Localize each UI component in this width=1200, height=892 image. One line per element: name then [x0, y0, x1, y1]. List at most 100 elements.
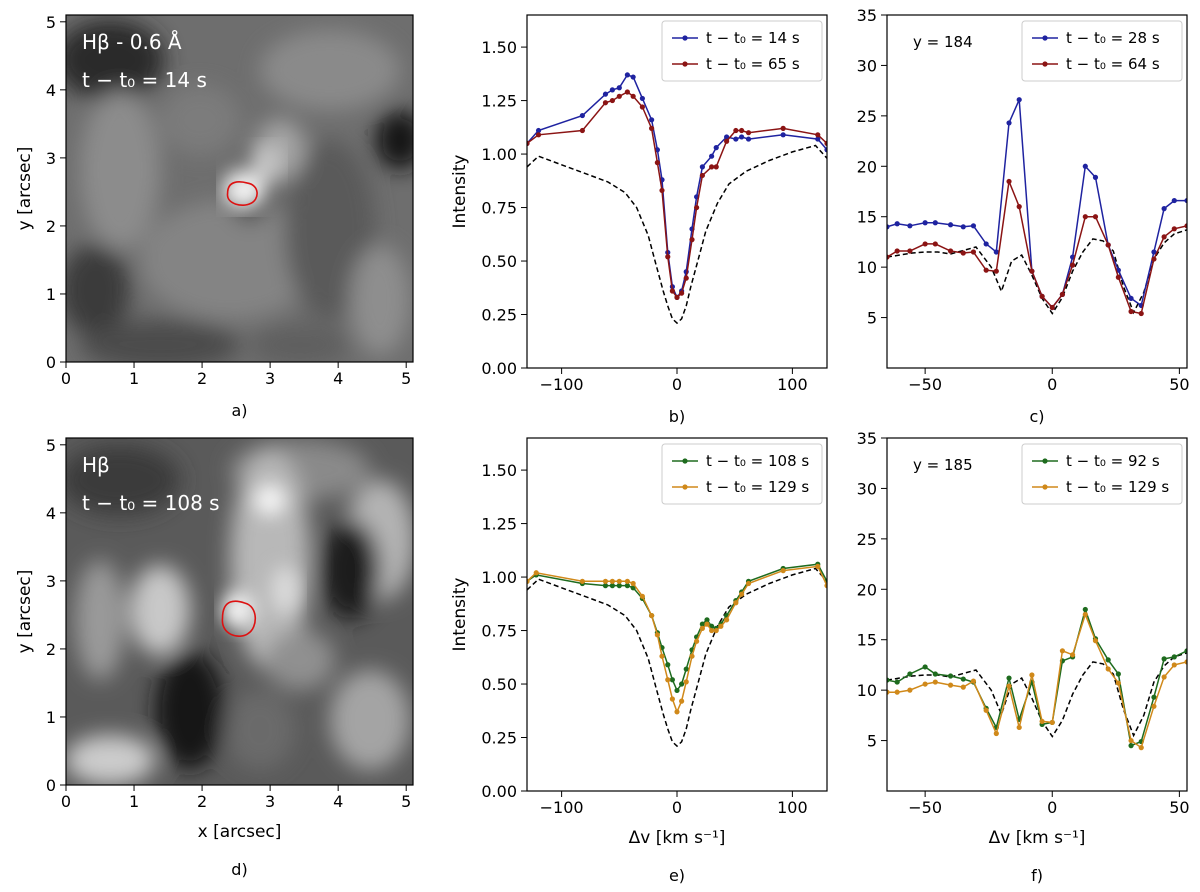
data-point — [665, 677, 671, 683]
axes-frame — [886, 14, 1188, 369]
data-point — [1115, 274, 1121, 280]
data-point — [609, 583, 615, 589]
data-point — [602, 100, 609, 106]
panel-e: t − t₀ = 108 s t − t₀ = 129 s −100 0 100 0.00… — [450, 437, 828, 885]
y-tick-label: 2 — [46, 640, 56, 659]
y-tick-label: 0 — [46, 353, 56, 372]
data-point — [922, 664, 928, 670]
data-point — [887, 254, 890, 260]
data-point — [1138, 310, 1144, 317]
data-point — [1151, 249, 1157, 255]
x-tick-label: −50 — [908, 375, 942, 394]
data-point — [1006, 178, 1012, 185]
y-tick-label: 35 — [857, 6, 877, 25]
data-point — [694, 638, 700, 644]
data-point — [616, 583, 622, 589]
data-point — [527, 140, 530, 146]
data-point — [689, 653, 695, 659]
row-annotation: y = 185 — [913, 456, 973, 474]
data-point — [970, 678, 977, 684]
data-point — [739, 127, 745, 134]
data-point — [639, 104, 645, 110]
data-point — [665, 662, 671, 668]
brightening-contour — [221, 600, 257, 637]
panel-f: t − t₀ = 92 s t − t₀ = 129 s y = 185 −50 0 50… — [857, 429, 1190, 885]
data-point — [1171, 197, 1177, 204]
data-point — [780, 125, 786, 131]
data-point — [1082, 606, 1088, 613]
data-point — [579, 127, 585, 134]
data-point — [993, 730, 999, 737]
data-point — [894, 221, 900, 227]
panel-c-plot-area — [887, 97, 1187, 317]
data-point — [733, 136, 739, 142]
data-point — [630, 74, 636, 80]
data-point — [709, 627, 715, 634]
legend-swatch-marker — [1042, 458, 1048, 464]
data-point — [1006, 120, 1012, 126]
data-point — [1138, 745, 1144, 751]
data-point — [815, 136, 821, 142]
y-tick-label: 1.00 — [481, 568, 517, 587]
series-line-0 — [527, 563, 827, 692]
data-point — [907, 671, 913, 677]
data-point — [579, 578, 585, 584]
y-tick-label: 5 — [46, 13, 56, 32]
y-tick-label: 35 — [857, 429, 877, 448]
data-point — [679, 290, 685, 296]
data-point — [960, 684, 966, 690]
y-tick-label: 1.25 — [481, 515, 517, 534]
panel-title-line1: Hβ - 0.6 Å — [82, 30, 182, 54]
x-tick-label: 2 — [197, 792, 207, 811]
x-tick-label: 0 — [61, 792, 71, 811]
data-point — [669, 696, 675, 702]
x-tick-label: 5 — [401, 369, 411, 388]
data-point — [1069, 262, 1076, 268]
x-tick-label: 100 — [777, 375, 808, 394]
data-point — [947, 222, 954, 228]
data-point — [679, 681, 685, 687]
data-point — [609, 87, 615, 93]
series-line-0 — [887, 606, 1187, 747]
data-point — [983, 267, 989, 273]
data-point — [1016, 724, 1022, 731]
y-tick-label: 5 — [46, 436, 56, 455]
data-point — [535, 132, 542, 138]
data-point — [983, 241, 989, 247]
y-tick-label: 1.50 — [481, 38, 517, 57]
brightening-contour — [226, 181, 258, 206]
data-point — [1039, 718, 1045, 725]
x-tick-label: 2 — [197, 369, 207, 388]
data-point — [704, 617, 710, 623]
data-point — [887, 677, 890, 683]
legend-label: t − t₀ = 28 s — [1066, 29, 1160, 47]
data-point — [824, 583, 827, 589]
panel-label: b) — [669, 407, 685, 426]
data-point — [932, 679, 938, 685]
data-point — [745, 580, 752, 587]
data-point — [699, 625, 705, 632]
data-point — [602, 578, 609, 584]
data-point — [624, 72, 630, 78]
data-point — [679, 698, 685, 704]
axes-frame — [886, 437, 1188, 792]
data-point — [993, 268, 999, 274]
data-point — [1105, 666, 1111, 672]
data-point — [1115, 680, 1121, 686]
data-point — [718, 623, 724, 629]
x-tick-label: 0 — [61, 369, 71, 388]
data-point — [1105, 242, 1111, 248]
data-point — [922, 241, 928, 247]
data-point — [993, 249, 999, 255]
y-tick-label: 0.25 — [481, 306, 517, 325]
data-point — [894, 679, 900, 685]
data-point — [699, 164, 705, 170]
legend-box — [1021, 443, 1183, 505]
panel-title-line1: Hβ — [82, 453, 110, 477]
x-tick-label: 0 — [1047, 375, 1057, 394]
y-tick-label: 0.25 — [481, 729, 517, 748]
data-point — [724, 617, 730, 623]
data-point — [665, 254, 671, 260]
data-point — [960, 250, 966, 256]
